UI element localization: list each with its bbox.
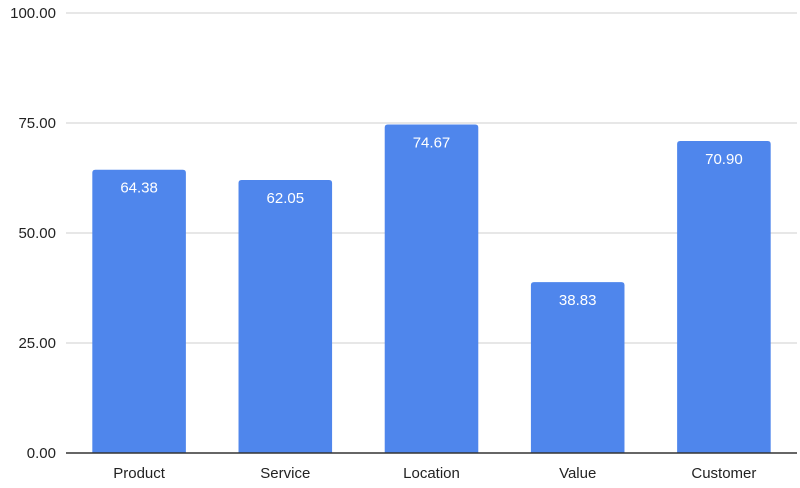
x-category-label: Product	[113, 465, 166, 482]
bars	[92, 124, 771, 454]
x-category-label: Location	[403, 465, 460, 482]
y-tick-label: 25.00	[18, 335, 56, 352]
x-category-label: Customer	[691, 465, 756, 482]
y-axis-tick-labels: 0.00 25.00 50.00 75.00 100.00	[10, 5, 56, 462]
bar-value	[530, 282, 625, 453]
x-category-label: Value	[559, 465, 596, 482]
bar-customer	[677, 141, 771, 454]
x-category-label: Service	[260, 465, 310, 482]
data-label: 38.83	[559, 292, 597, 309]
bar-location	[384, 124, 479, 454]
data-label: 74.67	[413, 134, 451, 151]
data-label: 62.05	[267, 190, 305, 207]
y-tick-label: 75.00	[18, 115, 56, 132]
x-axis-category-labels: Product Service Location Value Customer	[113, 465, 756, 482]
data-label: 64.38	[120, 180, 158, 197]
data-labels: 64.38 62.05 74.67 38.83 70.90	[120, 134, 742, 309]
data-label: 70.90	[705, 151, 743, 168]
bar-product	[92, 169, 186, 453]
bar-service	[238, 179, 333, 454]
y-tick-label: 50.00	[18, 225, 56, 242]
y-tick-label: 100.00	[10, 5, 56, 22]
y-tick-label: 0.00	[27, 445, 56, 462]
